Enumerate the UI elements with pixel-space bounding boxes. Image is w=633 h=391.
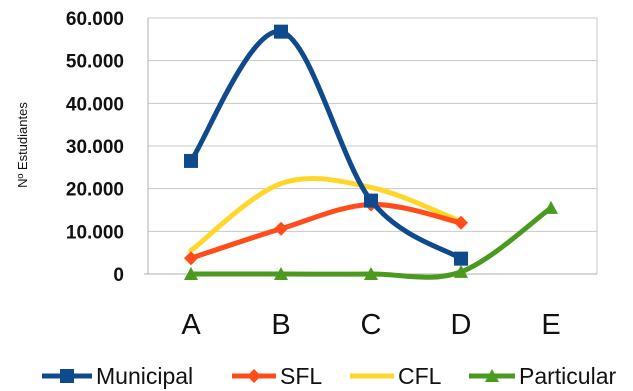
legend-marker-municipal xyxy=(60,369,74,383)
data-point-municipal xyxy=(184,153,198,168)
x-tick-label: E xyxy=(541,309,560,341)
x-tick-label: B xyxy=(271,309,290,341)
y-tick-label: 50.000 xyxy=(66,52,124,73)
legend: Municipal SFL CFL Particular xyxy=(42,363,616,389)
legend-label-particular: Particular xyxy=(519,363,616,389)
y-tick-label: 30.000 xyxy=(66,137,124,158)
legend-item-sfl: SFL xyxy=(232,363,322,389)
legend-label-municipal: Municipal xyxy=(96,363,193,389)
legend-item-particular: Particular xyxy=(469,363,616,389)
data-point-municipal xyxy=(454,251,468,266)
x-tick-label: D xyxy=(451,309,472,341)
y-tick-label: 60.000 xyxy=(66,9,124,30)
legend-item-municipal: Municipal xyxy=(42,363,193,389)
data-point-sfl xyxy=(454,215,468,230)
data-point-sfl xyxy=(184,251,198,266)
x-tick-labels: A B C D E xyxy=(181,309,560,341)
series-municipal xyxy=(184,24,468,266)
y-tick-label: 40.000 xyxy=(66,94,124,115)
series-line-cfl xyxy=(188,176,464,254)
y-axis-label: Nº Estudiantes xyxy=(15,102,30,188)
data-point-particular xyxy=(454,264,468,278)
y-tick-label: 10.000 xyxy=(66,222,124,243)
legend-label-cfl: CFL xyxy=(398,363,442,389)
data-point-particular xyxy=(364,267,378,280)
series-line-sfl xyxy=(188,201,464,261)
data-point-sfl xyxy=(274,221,288,236)
data-point-particular xyxy=(184,267,198,280)
y-tick-label: 20.000 xyxy=(66,180,124,201)
series-group xyxy=(184,24,558,280)
series-cfl xyxy=(188,176,464,254)
data-point-particular xyxy=(274,267,288,280)
data-point-particular xyxy=(544,200,558,214)
y-tick-label: 0 xyxy=(113,265,124,286)
legend-marker-sfl xyxy=(247,369,261,383)
series-line-municipal xyxy=(188,29,464,262)
series-particular xyxy=(184,200,558,280)
legend-marker-particular xyxy=(485,369,499,382)
x-tick-label: A xyxy=(181,309,201,341)
x-tick-label: C xyxy=(361,309,382,341)
legend-item-cfl: CFL xyxy=(350,363,442,389)
data-point-municipal xyxy=(274,24,288,39)
legend-label-sfl: SFL xyxy=(280,363,322,389)
data-point-municipal xyxy=(364,193,378,208)
y-tick-labels: 0 10.000 20.000 30.000 40.000 50.000 60.000 xyxy=(66,9,124,286)
